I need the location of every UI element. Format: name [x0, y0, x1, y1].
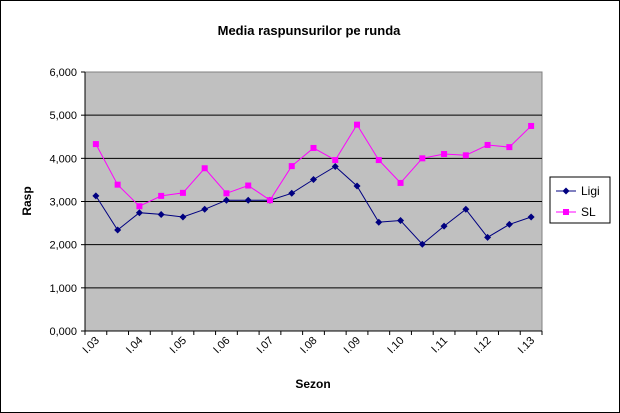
data-point	[353, 182, 361, 190]
data-point	[114, 226, 122, 234]
data-point	[354, 121, 361, 128]
x-tick-label: I.13	[516, 335, 537, 356]
data-point	[222, 196, 230, 204]
data-point	[462, 152, 469, 159]
data-point	[440, 222, 448, 230]
x-tick-label: I.06	[211, 335, 232, 356]
x-axis-label: Sezon	[295, 377, 330, 391]
data-point	[527, 213, 535, 221]
legend-entry: Ligi	[556, 184, 600, 198]
data-point	[397, 179, 404, 186]
legend-swatch-marker	[563, 209, 569, 215]
y-tick-label: 3,000	[49, 197, 77, 209]
data-point	[375, 218, 383, 226]
x-tick-label: I.07	[255, 335, 276, 356]
data-point	[201, 165, 208, 172]
data-point	[310, 175, 317, 183]
data-point	[332, 157, 339, 164]
data-point	[135, 209, 143, 217]
data-point	[441, 151, 448, 158]
data-point	[157, 210, 165, 218]
legend-label: Ligi	[581, 184, 600, 198]
data-point	[245, 182, 252, 189]
y-axis-label: Rasp	[20, 186, 34, 215]
chart-title: Media raspunsurilor pe runda	[218, 23, 402, 38]
data-point	[418, 240, 426, 248]
legend: Ligi SL	[549, 176, 611, 224]
legend-label: SL	[581, 205, 596, 219]
x-tick-label: I.09	[342, 335, 363, 356]
data-point	[462, 205, 470, 213]
data-point	[419, 155, 426, 162]
data-point	[114, 181, 121, 188]
series-ligi	[92, 163, 535, 248]
data-point	[505, 220, 513, 228]
legend-entry: SL	[556, 205, 596, 219]
data-point	[484, 233, 492, 241]
y-tick-label: 2,000	[49, 240, 77, 252]
data-point	[331, 163, 339, 171]
y-axis-ticks: 0,000 1,000 2,000 3,000 4,000 5,000 6,000	[49, 67, 86, 338]
series-layer	[92, 121, 535, 248]
y-tick-label: 4,000	[49, 153, 77, 165]
data-point	[310, 144, 317, 151]
x-axis-ticks: I.03 I.04 I.05 I.06 I.07 I.08 I.09 I.10 I.11 I.12…	[81, 330, 543, 356]
data-point	[201, 205, 209, 213]
data-point	[92, 192, 100, 200]
data-point	[397, 216, 405, 224]
x-tick-label: I.05	[168, 335, 189, 356]
data-point	[375, 157, 382, 164]
x-tick-label: I.03	[81, 335, 102, 356]
data-point	[506, 144, 513, 151]
data-point	[266, 197, 273, 204]
y-tick-label: 5,000	[49, 110, 77, 122]
y-tick-label: 0,000	[49, 326, 77, 338]
gridlines	[85, 114, 542, 289]
data-point	[158, 192, 165, 199]
data-point	[288, 189, 296, 197]
data-point	[528, 122, 535, 129]
data-point	[484, 141, 491, 148]
data-point	[136, 203, 143, 210]
data-point	[288, 163, 295, 170]
series-sl	[92, 121, 535, 210]
data-point	[92, 141, 99, 148]
x-tick-label: I.12	[472, 335, 493, 356]
legend-box	[549, 176, 611, 224]
data-point	[244, 196, 252, 204]
x-tick-label: I.11	[429, 335, 450, 356]
data-point	[179, 213, 187, 221]
data-point	[223, 190, 230, 197]
y-tick-label: 6,000	[49, 67, 77, 79]
data-point	[179, 189, 186, 196]
x-tick-label: I.08	[298, 335, 319, 356]
y-tick-label: 1,000	[49, 283, 77, 295]
x-tick-label: I.04	[124, 335, 145, 356]
x-tick-label: I.10	[385, 335, 406, 356]
legend-swatch-marker	[562, 187, 570, 195]
